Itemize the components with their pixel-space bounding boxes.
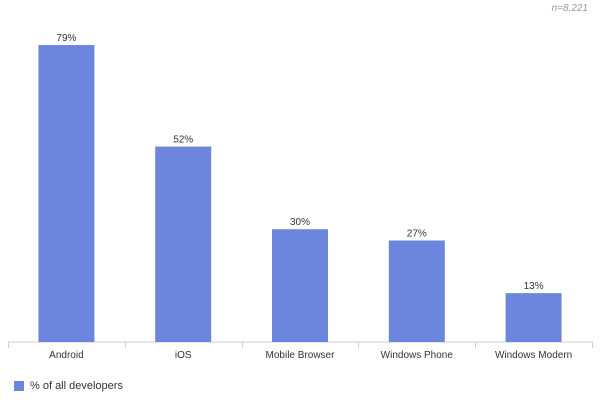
data-label: 52% <box>173 135 193 146</box>
data-label: 30% <box>290 217 310 228</box>
bar-ios <box>155 146 212 342</box>
bar-android <box>38 45 95 343</box>
data-label: 27% <box>407 229 427 240</box>
legend-swatch <box>14 381 24 391</box>
category-label: Android <box>49 350 83 361</box>
bar-mobile-browser <box>272 229 328 342</box>
legend-label: % of all developers <box>30 380 123 392</box>
bar-windows-phone <box>388 240 445 342</box>
category-label: iOS <box>175 350 192 361</box>
category-label: Mobile Browser <box>266 350 336 361</box>
data-label: 13% <box>524 281 544 292</box>
bar-windows-modern <box>505 293 562 342</box>
sample-size-note: n=8,221 <box>551 3 588 14</box>
category-label: Windows Phone <box>381 350 454 361</box>
category-label: Windows Modern <box>495 350 572 361</box>
data-label: 79% <box>56 33 76 44</box>
legend: % of all developers <box>14 380 123 392</box>
